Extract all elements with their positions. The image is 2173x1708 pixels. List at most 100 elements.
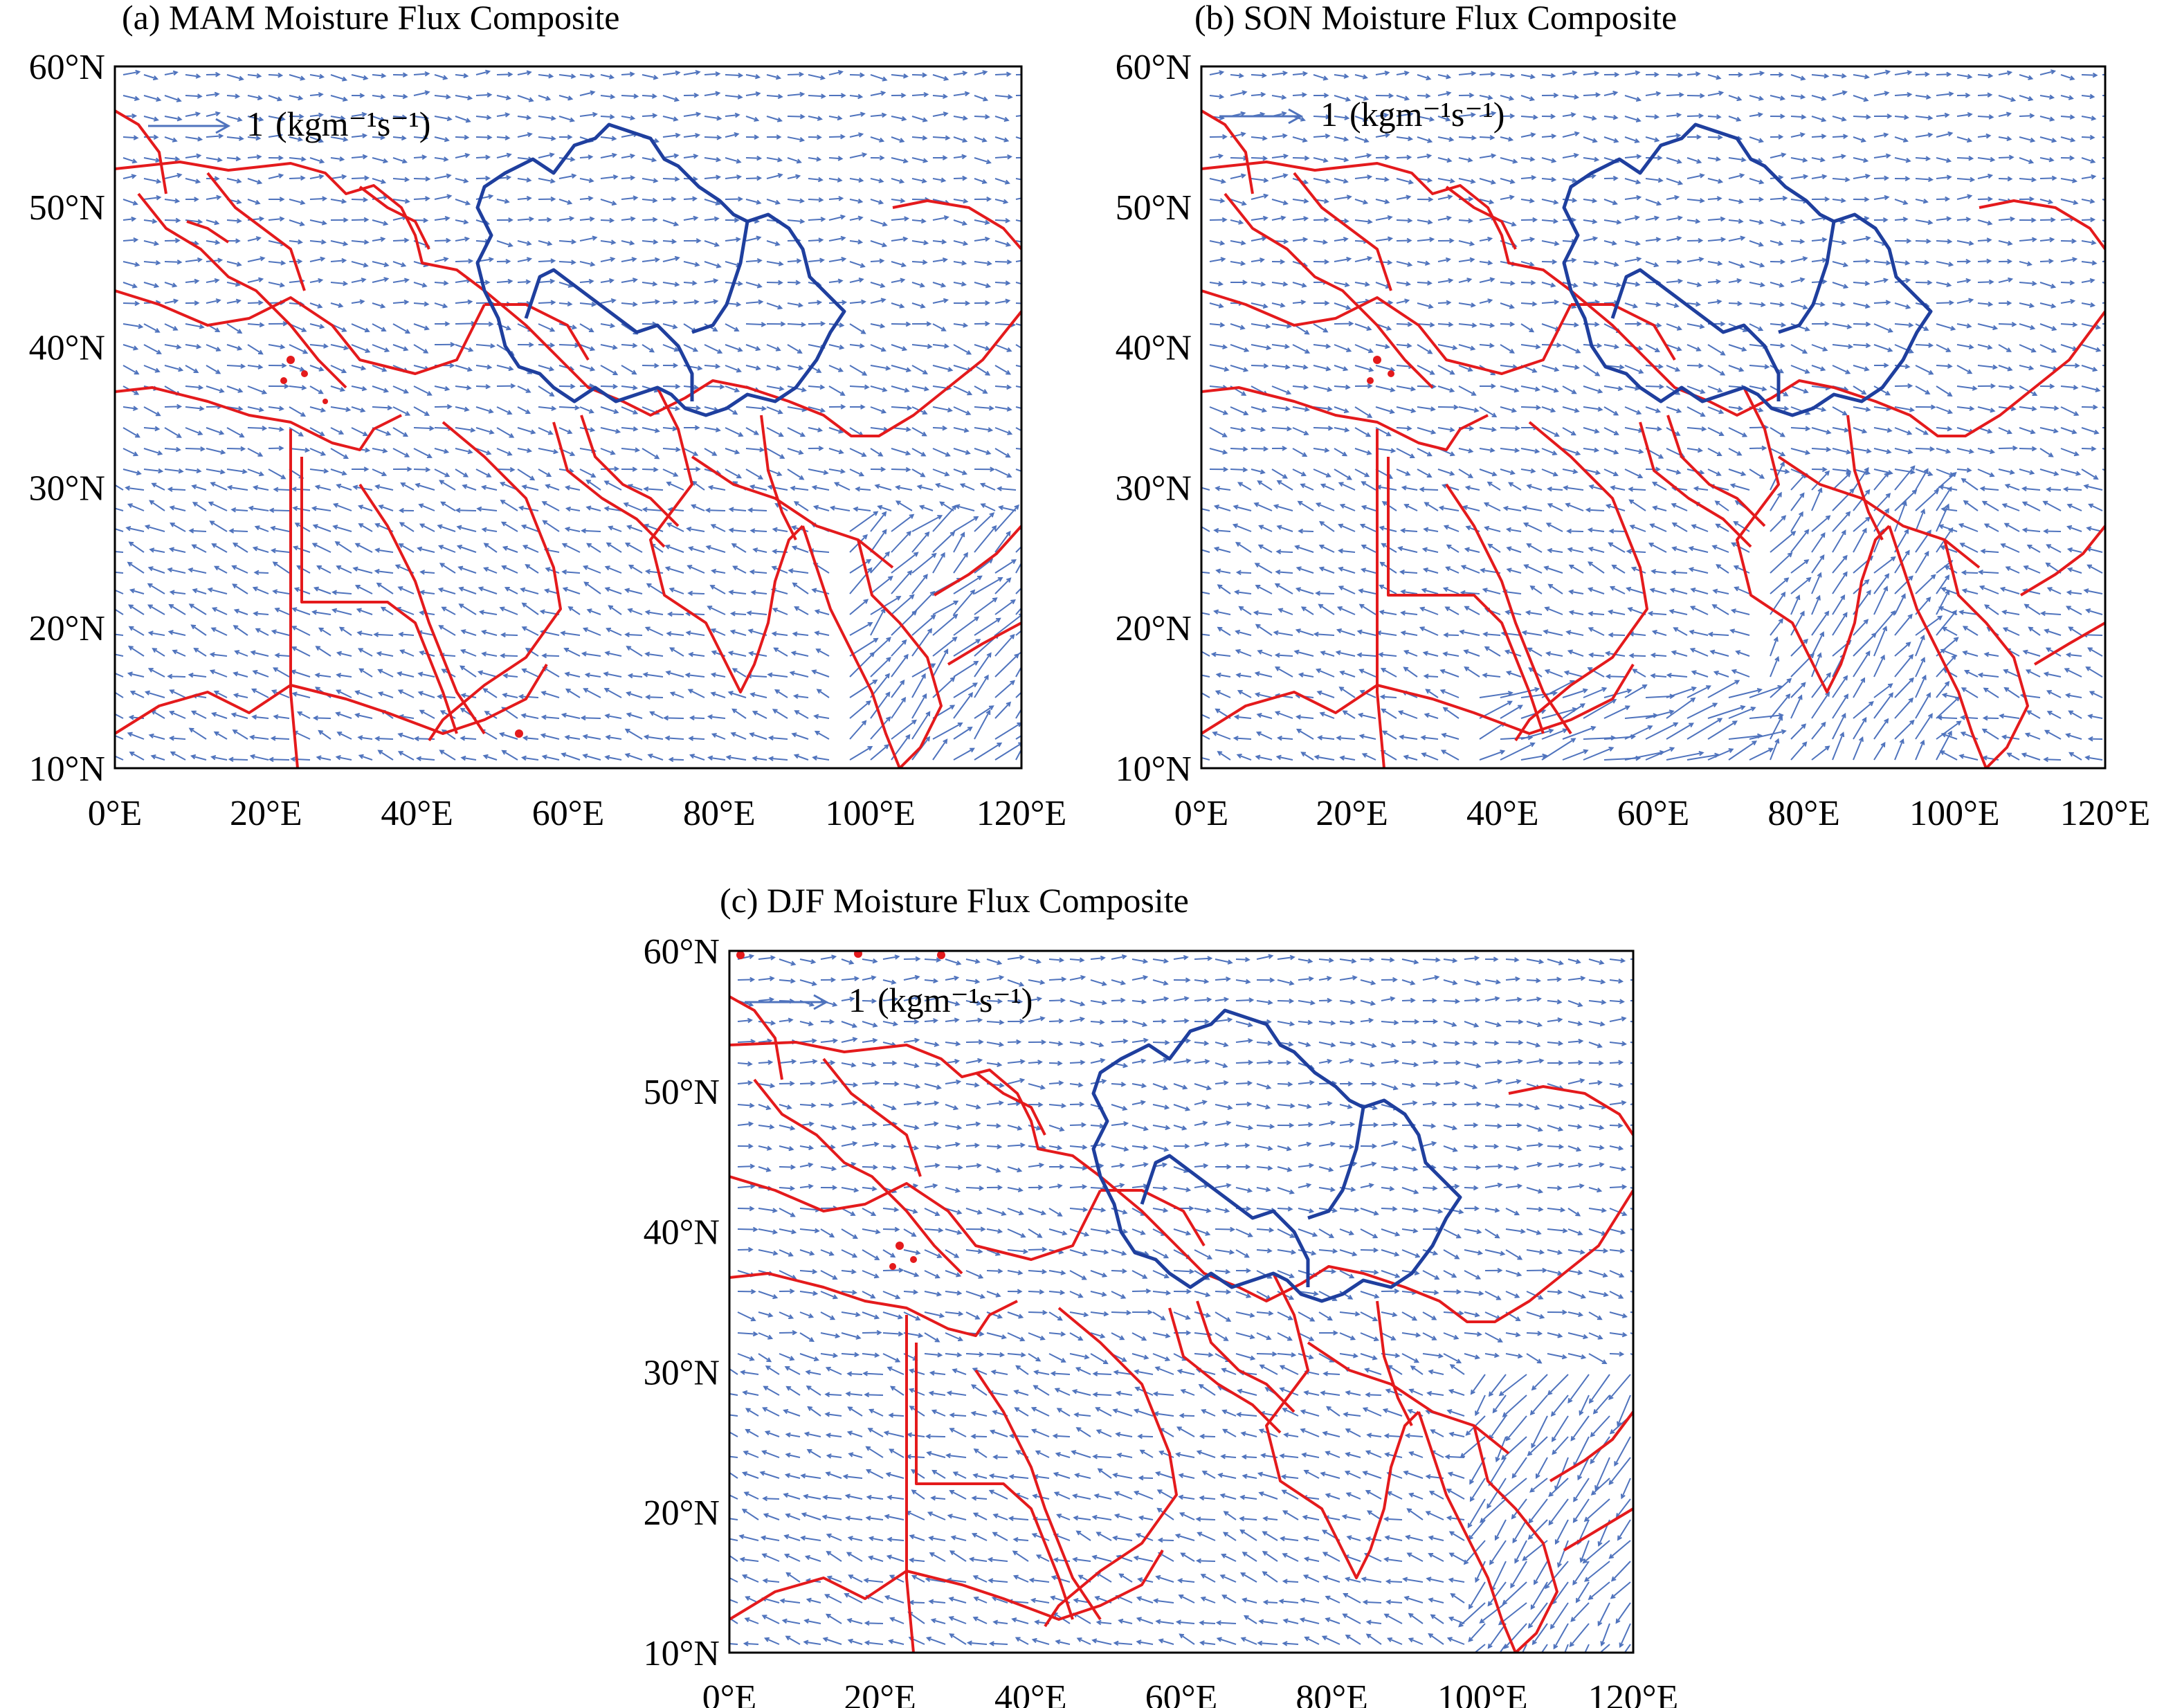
flux-vector-head [1471,391,1477,396]
flux-vector [309,257,325,262]
flux-vector [994,219,1010,222]
flux-vector [644,488,664,491]
flux-vector-head [582,734,588,740]
flux-vector-head [106,632,110,636]
flux-vector [1770,197,1787,200]
flux-vector [456,509,477,511]
flux-vector-head [1594,71,1600,76]
flux-vector-head [274,653,280,658]
flux-vector-head [1698,237,1704,244]
flux-vector-head [1304,329,1310,335]
flux-vector-head [525,279,531,285]
flux-vector [766,95,782,98]
flux-vector [994,406,1011,410]
flux-vector-head [919,282,925,288]
flux-vector-head [816,689,822,694]
flux-vector [891,698,906,719]
flux-vector [1251,323,1270,328]
flux-vector [351,156,367,158]
flux-vector [1853,116,1870,118]
flux-vector [1894,466,1915,491]
flux-vector [725,344,743,352]
flux-vector [870,716,891,740]
flux-vector [460,665,477,678]
flux-vector [1894,344,1913,354]
flux-vector-head [873,511,879,516]
flux-vector [773,608,788,615]
flux-vector [875,484,892,491]
flux-vector [1977,406,1994,412]
flux-vector [1645,217,1659,221]
flux-vector [621,116,635,120]
flux-vector [330,95,347,101]
flux-vector [828,116,842,120]
flux-vector-head [319,324,325,329]
flux-vector-head [904,388,910,393]
flux-vector [330,448,348,459]
flux-vector [211,756,228,761]
flux-vector-head [209,669,215,675]
flux-vector [1671,503,1688,511]
flux-vector-head [1909,469,1916,475]
flux-vector [1686,344,1701,352]
flux-vector-head [357,735,363,741]
flux-vector-head [2029,469,2035,475]
flux-vector-head [1574,94,1580,100]
flux-vector-head [543,588,550,594]
flux-vector [1956,136,1972,142]
flux-vector [149,734,165,740]
flux-vector-head [421,282,428,288]
flux-vector [2039,116,2054,121]
flux-vector [289,448,309,451]
flux-vector [1354,344,1373,353]
flux-vector [1998,278,2012,283]
flux-vector-head [1344,115,1350,120]
flux-vector-head [695,405,702,411]
flux-vector [583,565,601,574]
flux-vector [994,178,1010,184]
flux-vector-head [463,178,469,183]
flux-vector [517,427,535,434]
flux-vector-head [943,111,949,117]
flux-vector [455,322,475,325]
flux-vector-head [482,754,489,759]
flux-vector-head [488,408,494,414]
flux-vector-head [291,646,297,651]
flux-vector-head [817,176,824,183]
flux-vector [1790,95,1805,98]
flux-vector [725,157,740,163]
flux-vector-head [128,604,134,610]
flux-vector-head [1928,370,1934,375]
flux-vector [226,178,241,183]
flux-vector [1977,365,1997,368]
flux-vector [1666,134,1680,138]
flux-vector [455,219,468,224]
flux-vector [1853,136,1866,142]
flux-vector [753,711,767,719]
flux-vector-head [840,469,846,474]
flux-vector-head [2073,451,2080,457]
flux-vector [372,136,385,138]
flux-vector-head [942,425,948,431]
flux-vector-head [2051,303,2057,309]
flux-vector [828,178,842,181]
flux-vector-head [1965,93,1971,98]
flux-vector-head [343,241,349,246]
flux-vector-head [645,694,651,700]
flux-vector-head [191,544,197,549]
flux-vector-head [947,367,954,372]
flux-vector [600,448,615,455]
flux-vector-head [1363,96,1370,101]
flux-vector [143,74,158,80]
flux-vector-head [2006,111,2012,117]
flux-vector [2081,385,2100,392]
flux-vector-head [1283,239,1289,244]
flux-vector-head [1967,194,1973,199]
flux-vector-head [949,531,956,537]
flux-vector-head [1261,408,1268,413]
flux-vector-head [213,565,219,571]
flux-vector-head [717,349,723,354]
flux-vector-head [488,194,494,199]
flux-vector [171,752,186,761]
flux-vector-head [436,693,443,700]
